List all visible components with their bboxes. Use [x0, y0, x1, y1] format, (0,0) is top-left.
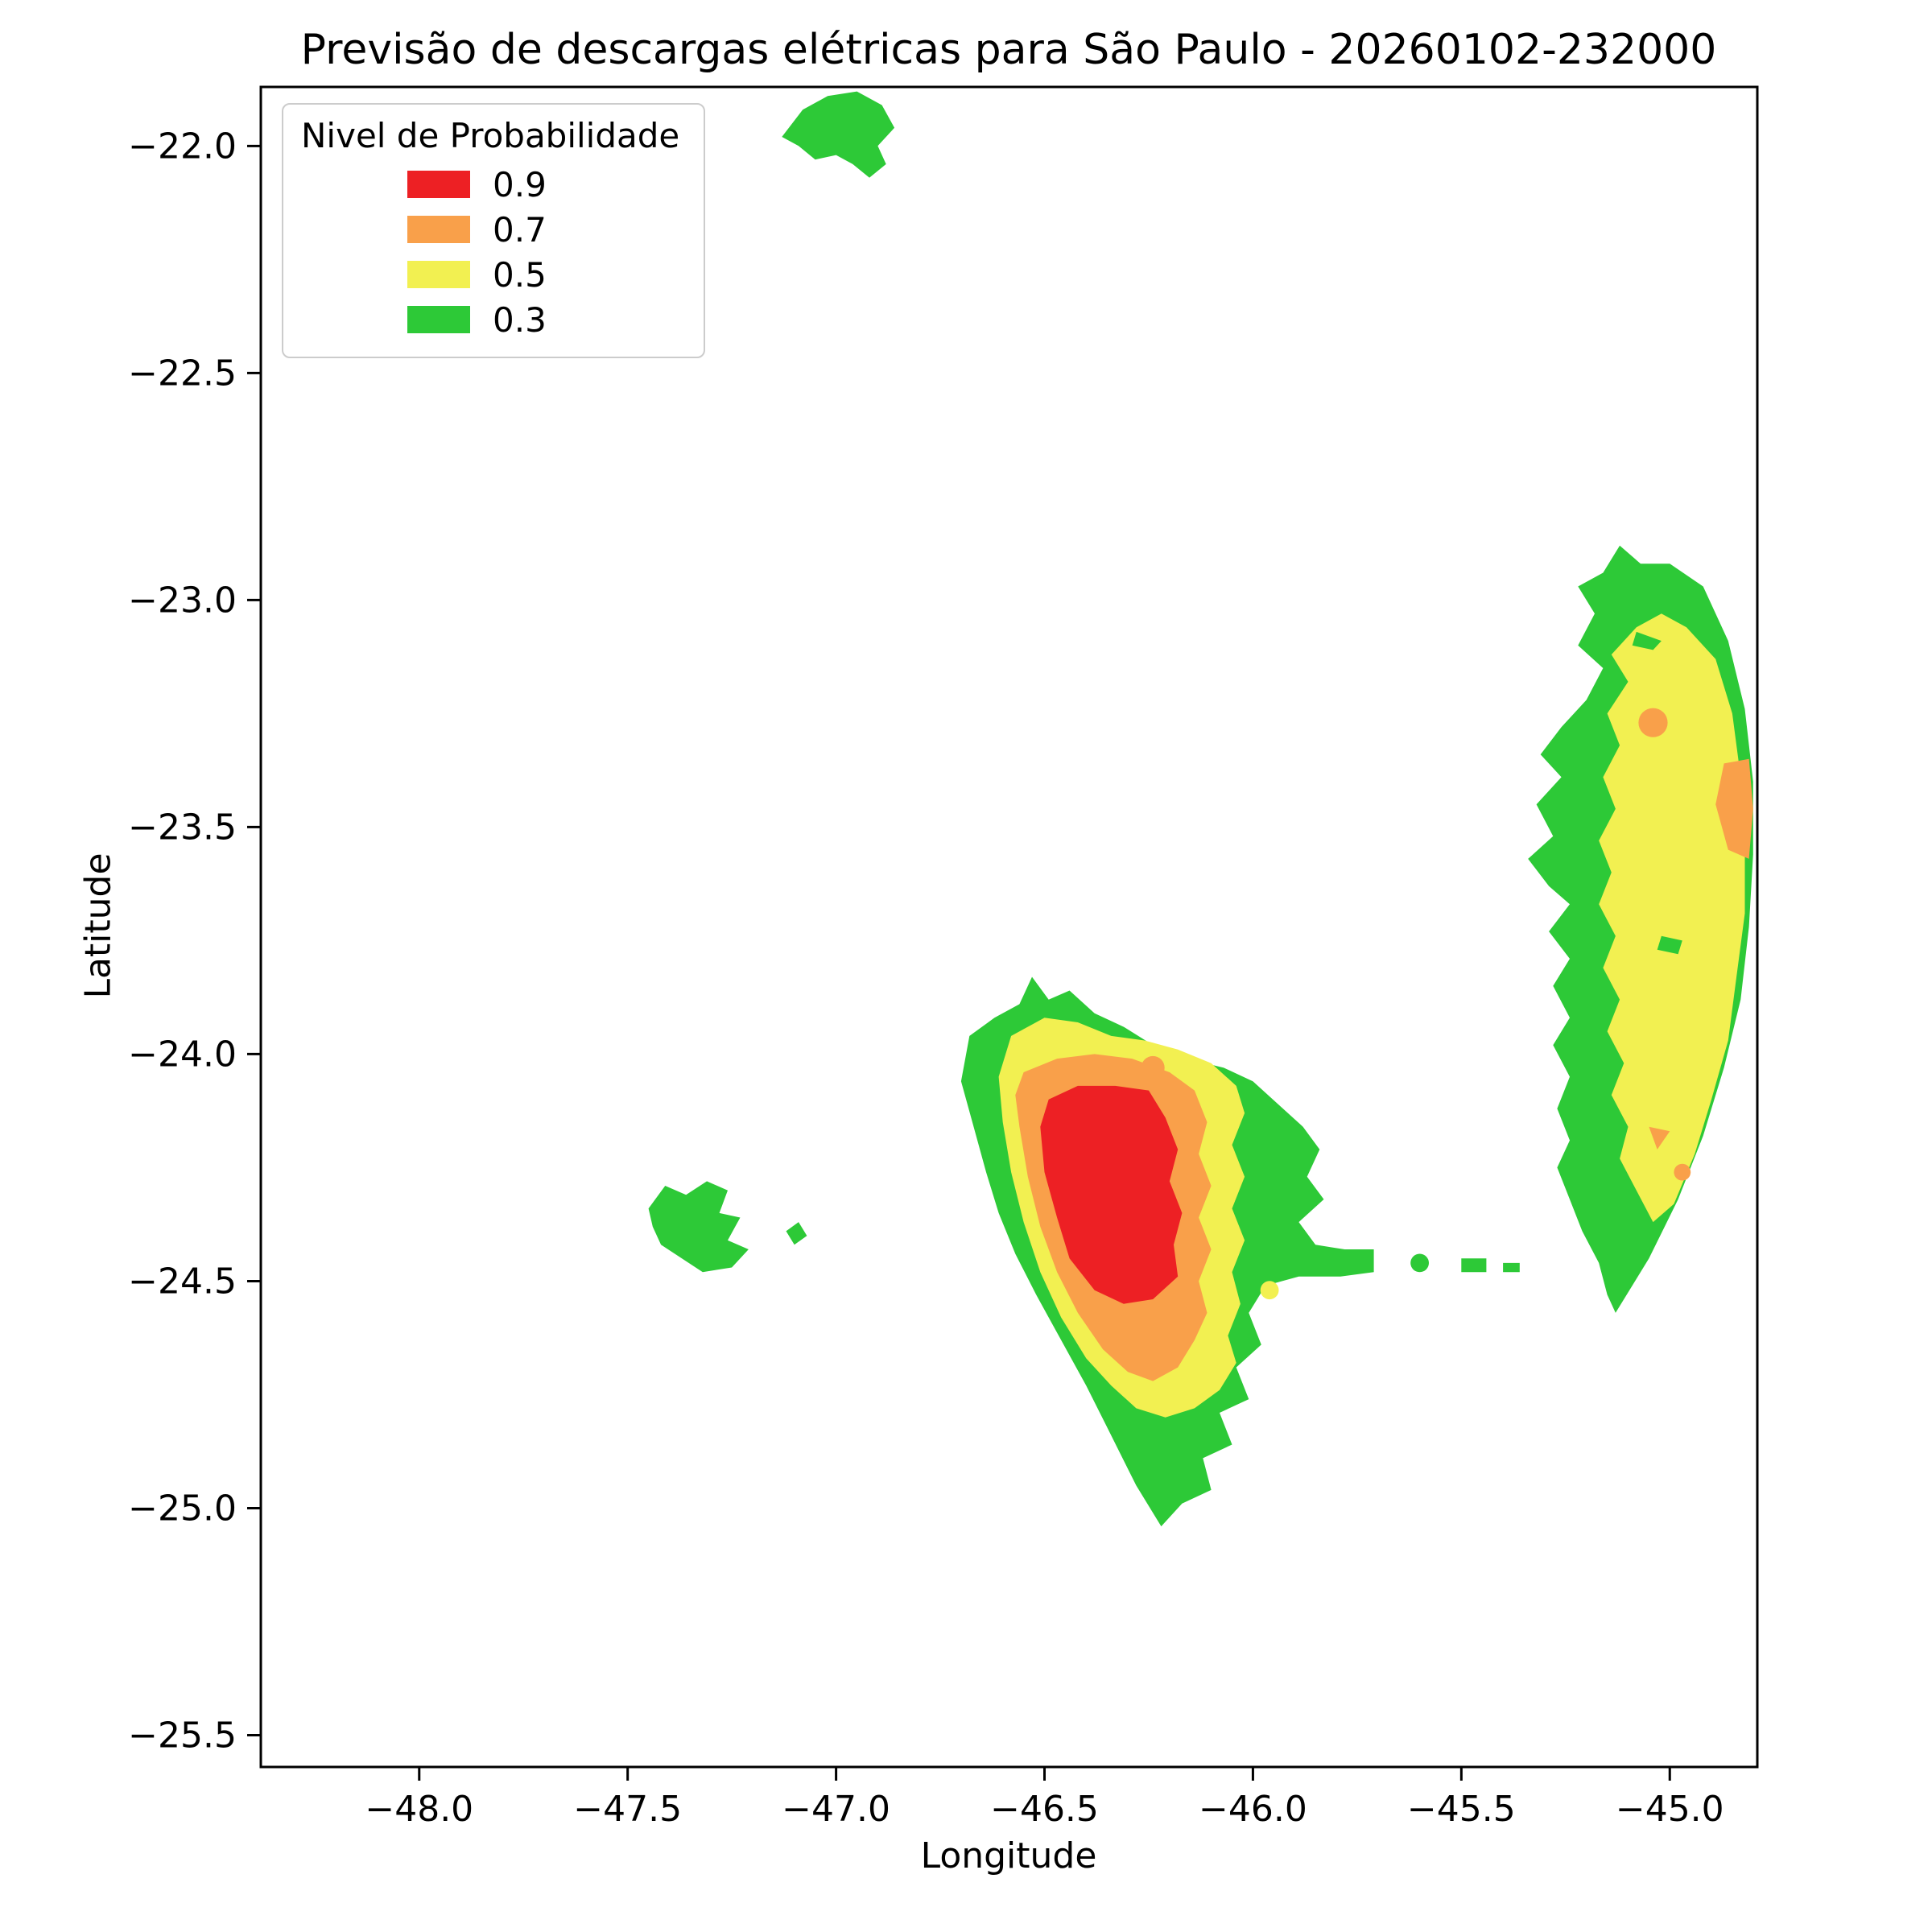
legend-swatch-0.5 — [407, 261, 470, 288]
legend: Nivel de Probabilidade 0.9 0.7 0.5 0.3 — [282, 103, 706, 358]
contour-region-level-0.3 — [782, 91, 895, 178]
y-axis-label: Latitude — [77, 852, 119, 999]
x-tick-label: −46.0 — [1199, 1789, 1307, 1830]
y-tick-label: −25.5 — [128, 1715, 237, 1757]
legend-swatch-0.9 — [407, 171, 470, 198]
legend-label: 0.5 — [493, 254, 547, 295]
x-tick-label: −46.5 — [990, 1789, 1099, 1830]
y-tick-label: −24.0 — [128, 1034, 237, 1075]
legend-title: Nivel de Probabilidade — [301, 116, 680, 155]
contour-region-level-0.3 — [1657, 935, 1682, 955]
contour-region-level-0.5 — [1599, 613, 1745, 1223]
legend-item-0.3: 0.3 — [301, 297, 679, 342]
contour-region-level-0.3 — [786, 1222, 807, 1245]
y-tick-label: −25.0 — [128, 1488, 237, 1529]
y-tick-label: −23.5 — [128, 807, 237, 848]
contour-region-level-0.7 — [1674, 1163, 1691, 1181]
contour-region-level-0.7 — [1141, 1055, 1165, 1080]
contour-region-level-0.7 — [1649, 1126, 1670, 1150]
legend-item-0.5: 0.5 — [301, 252, 679, 297]
x-tick-label: −45.5 — [1407, 1789, 1516, 1830]
chart-title: Previsão de descargas elétricas para São… — [300, 26, 1717, 74]
legend-label: 0.7 — [493, 209, 547, 250]
legend-swatch-0.7 — [407, 216, 470, 243]
contour-region-level-0.9 — [1040, 1085, 1183, 1304]
contour-region-level-0.3 — [1461, 1258, 1487, 1273]
contour-region-level-0.3 — [1410, 1253, 1429, 1273]
x-tick-label: −45.0 — [1616, 1789, 1724, 1830]
legend-label: 0.3 — [493, 299, 547, 340]
legend-swatch-0.3 — [407, 306, 470, 333]
contour-region-level-0.5 — [1260, 1281, 1279, 1300]
contour-region-level-0.7 — [1638, 708, 1668, 737]
contour-regions — [648, 91, 1753, 1527]
contour-region-level-0.3 — [648, 1181, 749, 1273]
legend-items: 0.9 0.7 0.5 0.3 — [301, 162, 679, 342]
legend-item-0.9: 0.9 — [301, 162, 679, 207]
x-tick-label: −47.0 — [782, 1789, 890, 1830]
contour-region-level-0.3 — [1632, 631, 1662, 650]
legend-item-0.7: 0.7 — [301, 207, 679, 252]
y-tick-label: −24.5 — [128, 1261, 237, 1302]
legend-label: 0.9 — [493, 164, 547, 204]
y-tick-label: −22.0 — [128, 126, 237, 167]
x-axis-ticks: −48.0 −47.5 −47.0 −46.5 −46.0 −45.5 −45.0 — [365, 1767, 1724, 1830]
contour-region-level-0.3 — [1503, 1262, 1520, 1273]
y-tick-label: −23.0 — [128, 580, 237, 621]
x-tick-label: −47.5 — [573, 1789, 682, 1830]
x-tick-label: −48.0 — [365, 1789, 473, 1830]
y-tick-label: −22.5 — [128, 353, 237, 394]
plot-border — [259, 85, 1759, 1769]
y-axis-ticks: −22.0 −22.5 −23.0 −23.5 −24.0 −24.5 −25.0 −25.5 — [128, 126, 261, 1757]
contour-region-level-0.7 — [1715, 758, 1753, 859]
x-axis-label: Longitude — [920, 1835, 1097, 1876]
plot-background — [261, 87, 1757, 1767]
